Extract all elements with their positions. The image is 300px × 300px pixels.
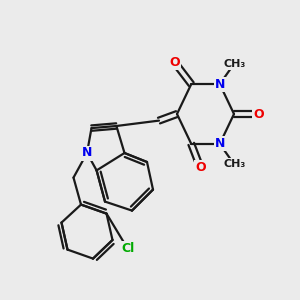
Text: Cl: Cl	[121, 242, 134, 255]
Text: N: N	[214, 78, 225, 91]
Text: O: O	[195, 161, 206, 174]
Text: O: O	[169, 56, 180, 69]
Text: N: N	[214, 137, 225, 150]
Text: O: O	[253, 107, 264, 121]
Text: N: N	[82, 146, 92, 160]
Text: CH₃: CH₃	[223, 159, 245, 169]
Text: CH₃: CH₃	[223, 59, 245, 69]
